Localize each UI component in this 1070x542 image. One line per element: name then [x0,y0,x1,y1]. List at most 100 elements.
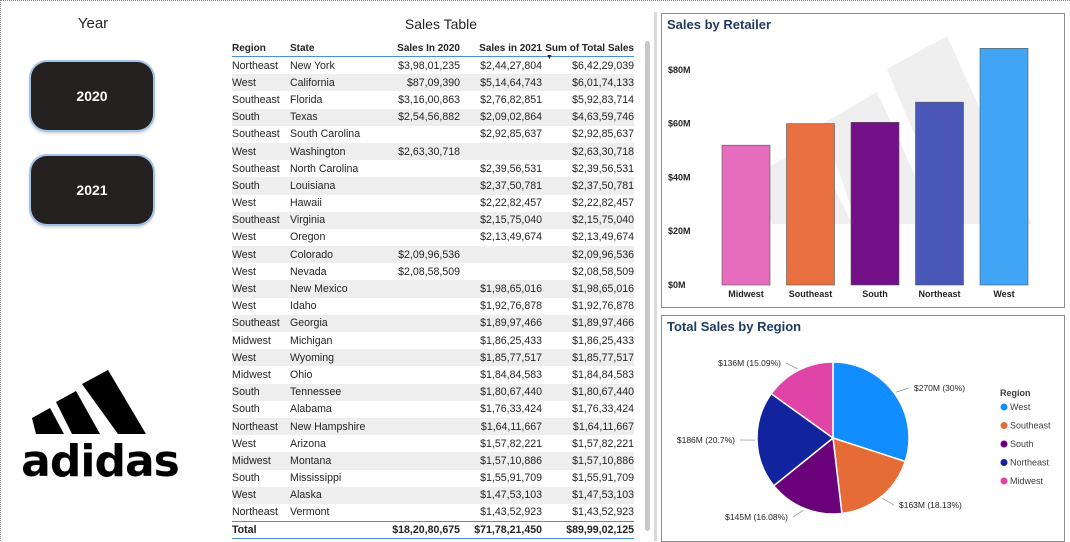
bar-northeast[interactable] [916,102,964,285]
cell-sales-2021: $2,44,27,804 [460,57,542,75]
cell-sales-2020 [370,315,460,332]
legend-item-south[interactable]: South [1010,439,1034,449]
cell-state: Washington [290,143,370,160]
column-header-sales-2020[interactable]: Sales In 2020 [370,38,460,57]
cell-sales-2021: $1,89,97,466 [460,315,542,332]
cell-total-sales: $2,09,96,536 [542,246,634,263]
cell-total-sales: $1,43,52,923 [542,504,634,522]
cell-sales-2020: $2,63,30,718 [370,143,460,160]
cell-state: Tennessee [290,384,370,401]
cell-total-sales: $5,92,83,714 [542,91,634,108]
cell-sales-2021: $1,76,33,424 [460,401,542,418]
year-2021-button[interactable]: 2021 [31,156,153,224]
cell-sales-2020: $3,16,00,863 [370,91,460,108]
cell-sales-2021 [460,246,542,263]
bar-south[interactable] [851,122,899,285]
cell-sales-2020 [370,487,460,504]
cell-region: West [232,263,290,280]
sales-table-visual: Sales Table Region State Sales In 2020 S… [228,13,650,540]
cell-total-sales: $6,42,29,039 [542,57,634,75]
cell-total-sales: $1,55,91,709 [542,470,634,487]
cell-total-sales: $2,39,56,531 [542,160,634,177]
cell-sales-2021: $2,76,82,851 [460,91,542,108]
legend-item-southeast[interactable]: Southeast [1010,421,1051,431]
column-header-region[interactable]: Region [232,38,290,57]
cell-state: New Hampshire [290,418,370,435]
cell-region: Southeast [232,212,290,229]
y-tick-label: $80M [668,65,691,75]
cell-total-sales: $1,57,82,221 [542,435,634,452]
cell-sales-2021: $1,85,77,517 [460,349,542,366]
legend-marker-west [1001,404,1008,411]
cell-region: West [232,246,290,263]
column-header-state[interactable]: State [290,38,370,57]
cell-state: Louisiana [290,177,370,194]
cell-sales-2021: $1,98,65,016 [460,280,542,297]
column-header-total-sales[interactable]: Sum of Total Sales ▼ [542,38,634,57]
legend-item-midwest[interactable]: Midwest [1010,476,1044,486]
column-header-sales-2021[interactable]: Sales in 2021 [460,38,542,57]
cell-sales-2020 [370,229,460,246]
cell-region: Southeast [232,315,290,332]
total-label: Total [232,522,290,539]
cell-total-sales: $1,57,10,886 [542,452,634,469]
cell-state: Colorado [290,246,370,263]
cell-state: Montana [290,452,370,469]
x-tick-label: South [862,289,888,299]
cell-sales-2020 [370,332,460,349]
cell-state: Michigan [290,332,370,349]
cell-sales-2021: $1,57,82,221 [460,435,542,452]
cell-state: Wyoming [290,349,370,366]
year-2020-button[interactable]: 2020 [31,62,153,130]
cell-region: Midwest [232,452,290,469]
cell-sales-2021 [460,263,542,280]
legend-item-west[interactable]: West [1010,402,1031,412]
legend-marker-northeast [1001,459,1008,466]
cell-sales-2021: $2,13,49,674 [460,229,542,246]
legend-item-northeast[interactable]: Northeast [1010,458,1050,468]
cell-sales-2021: $1,55,91,709 [460,470,542,487]
cell-total-sales: $1,64,11,667 [542,418,634,435]
y-tick-label: $20M [668,226,691,236]
bar-southeast[interactable] [787,124,835,285]
cell-total-sales: $2,63,30,718 [542,143,634,160]
bar-west[interactable] [980,48,1028,285]
cell-total-sales: $1,89,97,466 [542,315,634,332]
data-label-northeast: $186M (20.7%) [677,435,735,445]
cell-region: Northeast [232,504,290,522]
table-scrollbar[interactable] [645,41,650,531]
bar-midwest[interactable] [722,145,770,285]
cell-sales-2020 [370,384,460,401]
logo-wordmark: adidas [21,436,179,482]
data-label-south: $145M (16.08%) [725,512,788,522]
cell-state: California [290,74,370,91]
